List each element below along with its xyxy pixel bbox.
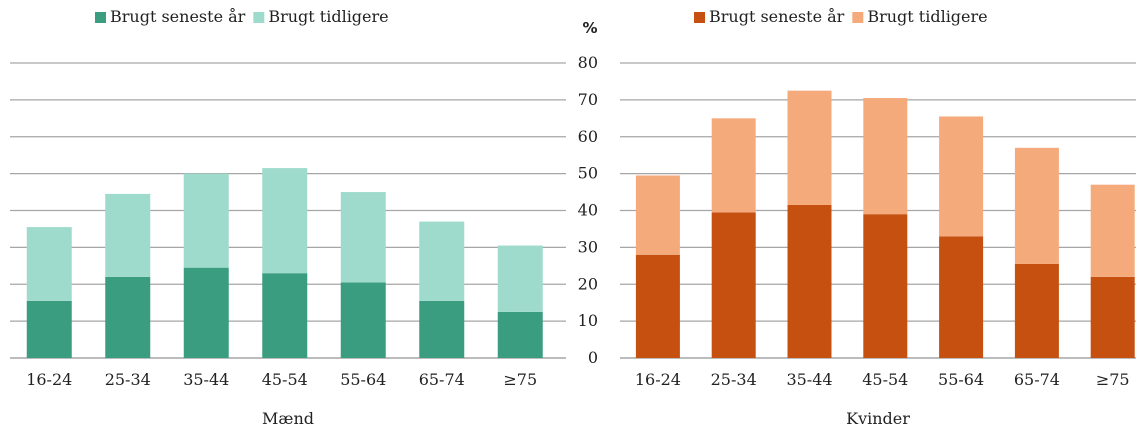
panel-2-ytick-label: 30 xyxy=(578,237,598,256)
panel-1-legend-label: Brugt seneste år xyxy=(110,7,246,26)
panel-1-bar-tidligere xyxy=(26,227,72,301)
panel-1-bar-seneste xyxy=(497,311,543,358)
panel-2-legend-label: Brugt tidligere xyxy=(867,7,987,26)
panel-1-bar-tidligere xyxy=(183,173,229,268)
panel-1-bar-tidligere xyxy=(105,193,151,277)
panel-2-y-unit: % xyxy=(582,19,597,37)
panel-2-bar-seneste xyxy=(711,212,756,358)
panel-2-bar-seneste xyxy=(787,204,832,358)
panel-1-bar-seneste xyxy=(26,300,72,358)
panel-2-bar-tidligere xyxy=(863,98,908,215)
panel-2-bar-tidligere xyxy=(1090,184,1135,277)
panel-2-xtick-label: 55-64 xyxy=(938,370,984,389)
panel-2-ytick-label: 10 xyxy=(578,311,598,330)
panel-2-ytick-label: 50 xyxy=(578,164,598,183)
panel-1-bar-seneste xyxy=(183,267,229,358)
panel-1-bar-tidligere xyxy=(262,168,308,274)
panel-1-bar-tidligere xyxy=(419,221,465,301)
panel-2-bar-tidligere xyxy=(635,175,680,255)
panel-1-bar-seneste xyxy=(105,276,151,358)
panel-2-xtick-label: 25-34 xyxy=(711,370,757,389)
panel-1-bar-seneste xyxy=(419,300,465,358)
panel-2-bar-seneste xyxy=(1090,276,1135,358)
panel-1-xtick-label: 16-24 xyxy=(26,370,72,389)
panel-1-bar-tidligere xyxy=(497,245,543,312)
panel-1-xtick-label: 45-54 xyxy=(262,370,308,389)
panel-2-xlabel: Kvinder xyxy=(846,409,910,428)
panel-1-xtick-label: ≥75 xyxy=(503,370,537,389)
panel-1-xtick-label: 55-64 xyxy=(340,370,386,389)
panel-2-bar-tidligere xyxy=(711,118,756,213)
panel-1-legend-label: Brugt tidligere xyxy=(268,7,388,26)
panel-2-legend-swatch xyxy=(694,12,705,23)
panel-2-bar-seneste xyxy=(1014,263,1059,358)
panel-2-bar-tidligere xyxy=(939,116,984,237)
panel-1-bar-tidligere xyxy=(340,192,386,283)
panel-1-legend-swatch xyxy=(95,12,106,23)
panel-2-ytick-label: 0 xyxy=(588,348,598,367)
panel-1-xtick-label: 35-44 xyxy=(183,370,229,389)
panel-1-xtick-label: 65-74 xyxy=(419,370,465,389)
panel-2-bar-tidligere xyxy=(1014,147,1059,264)
panel-1-xtick-label: 25-34 xyxy=(105,370,151,389)
panel-2-bar-seneste xyxy=(939,236,984,358)
panel-2-xtick-label: 16-24 xyxy=(635,370,681,389)
panel-2-bar-seneste xyxy=(635,254,680,358)
panel-2-ytick-label: 40 xyxy=(578,201,598,220)
panel-1-xlabel: Mænd xyxy=(262,409,314,428)
panel-2-bar-seneste xyxy=(863,214,908,358)
panel-2-legend-label: Brugt seneste år xyxy=(709,7,845,26)
panel-2-xtick-label: 35-44 xyxy=(786,370,832,389)
panel-1-bar-seneste xyxy=(340,282,386,358)
panel-2-xtick-label: ≥75 xyxy=(1096,370,1130,389)
panel-1-bar-seneste xyxy=(262,273,308,358)
panel-1-legend-swatch xyxy=(253,12,265,23)
panel-2-ytick-label: 70 xyxy=(578,90,598,109)
panel-2-ytick-label: 60 xyxy=(578,127,598,146)
panel-2-legend-swatch xyxy=(852,12,864,23)
panel-2-xtick-label: 65-74 xyxy=(1014,370,1060,389)
panel-2-ytick-label: 20 xyxy=(578,274,598,293)
panel-2-bar-tidligere xyxy=(787,90,832,205)
panel-2-ytick-label: 80 xyxy=(578,53,598,72)
panel-2-xtick-label: 45-54 xyxy=(862,370,908,389)
